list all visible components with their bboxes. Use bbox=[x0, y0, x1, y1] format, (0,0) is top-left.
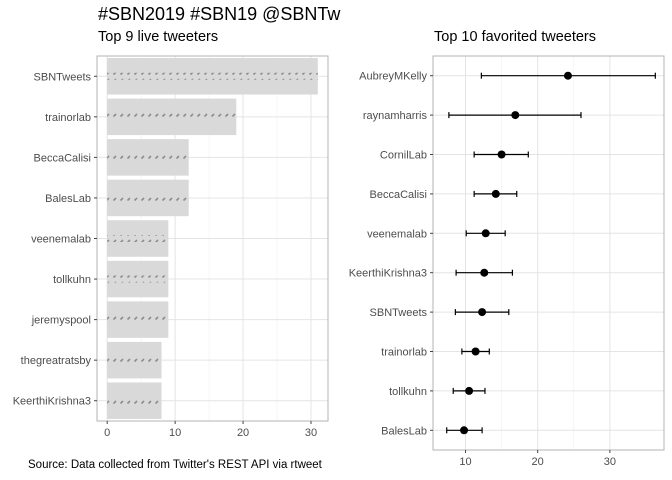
y-tick-label: veenemalab bbox=[367, 228, 427, 240]
data-point bbox=[460, 426, 469, 435]
bar-pattern bbox=[107, 153, 189, 161]
bar-pattern bbox=[107, 235, 169, 242]
y-tick-label: CornilLab bbox=[380, 150, 427, 162]
y-tick-label: veenemalab bbox=[31, 234, 91, 246]
bar-pattern bbox=[107, 356, 162, 364]
x-tick-label: 10 bbox=[169, 427, 181, 439]
y-tick-label: SBNTweets bbox=[370, 307, 428, 319]
y-tick-label: AubreyMKelly bbox=[359, 71, 427, 83]
x-tick-label: 20 bbox=[237, 427, 249, 439]
data-point bbox=[563, 71, 572, 80]
bar-pattern bbox=[107, 72, 318, 80]
panel-border bbox=[432, 55, 665, 451]
x-tick-label: 30 bbox=[305, 427, 317, 439]
left-panel-title: Top 9 live tweeters bbox=[98, 29, 219, 45]
bar-pattern bbox=[107, 397, 162, 405]
right-panel-title: Top 10 favorited tweeters bbox=[434, 29, 597, 45]
x-tick-label: 30 bbox=[604, 456, 616, 468]
source-caption: Source: Data collected from Twitter's RE… bbox=[28, 459, 322, 471]
y-tick-label: trainorlab bbox=[381, 347, 427, 359]
y-tick-label: SBNTweets bbox=[34, 71, 92, 83]
y-tick-label: KeerthiKrishna3 bbox=[349, 268, 427, 280]
data-point bbox=[465, 386, 474, 395]
bar-pattern bbox=[107, 194, 189, 202]
y-tick-label: tollkuhn bbox=[389, 386, 427, 398]
data-point bbox=[481, 229, 490, 238]
x-tick-label: 10 bbox=[459, 456, 471, 468]
favorited-tweeters-point-range-chart: AubreyMKelly raynamharris CornilLab BeccaCa… bbox=[349, 55, 665, 468]
bar-pattern bbox=[107, 316, 169, 324]
x-tick-label: 0 bbox=[104, 427, 110, 439]
y-tick-label: thegreatratsby bbox=[21, 355, 92, 367]
y-tick-label: trainorlab bbox=[45, 112, 91, 124]
y-tick-label: raynamharris bbox=[363, 110, 428, 122]
y-tick-label: tollkuhn bbox=[53, 274, 91, 286]
data-point bbox=[480, 268, 489, 277]
data-point bbox=[471, 347, 480, 356]
live-tweeters-bar-chart: SBNTweets trainorlab BeccaCalisi BalesLab ve… bbox=[13, 55, 329, 439]
bar-pattern bbox=[107, 275, 169, 283]
x-tick-label: 20 bbox=[532, 456, 544, 468]
data-point bbox=[478, 308, 487, 317]
y-tick-label: BeccaCalisi bbox=[370, 189, 427, 201]
data-point bbox=[511, 111, 520, 120]
y-tick-label: BalesLab bbox=[381, 425, 427, 437]
y-tick-label: jeremyspool bbox=[31, 315, 91, 327]
data-point bbox=[491, 189, 500, 198]
y-tick-label: BalesLab bbox=[45, 193, 91, 205]
figure-title: #SBN2019 #SBN19 @SBNTw bbox=[98, 4, 341, 24]
data-point bbox=[497, 150, 506, 159]
y-tick-label: KeerthiKrishna3 bbox=[13, 396, 91, 408]
y-tick-label: BeccaCalisi bbox=[34, 152, 91, 164]
bar-pattern bbox=[107, 113, 237, 121]
